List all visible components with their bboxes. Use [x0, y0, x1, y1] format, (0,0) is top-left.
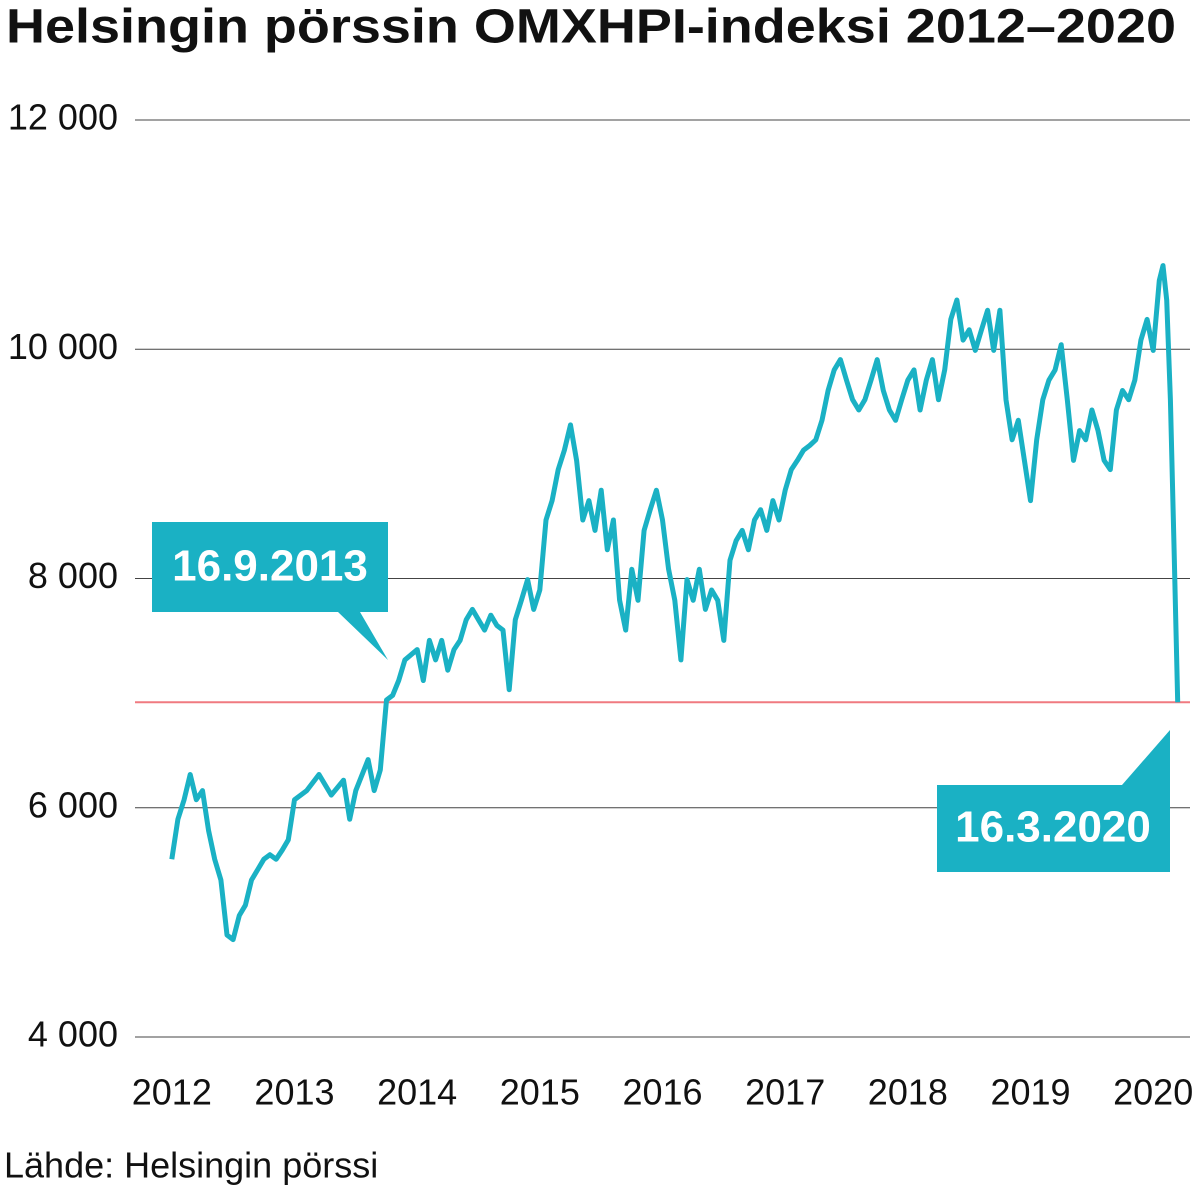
x-tick-label: 2014 [377, 1072, 457, 1113]
x-tick-label: 2020 [1113, 1072, 1193, 1113]
y-tick-label: 8 000 [28, 555, 118, 596]
x-tick-label: 2017 [745, 1072, 825, 1113]
x-tick-label: 2016 [622, 1072, 702, 1113]
annotation: 16.3.2020 [955, 803, 1151, 852]
chart-title: Helsingin pörssin OMXHPI-indeksi 2012–20… [6, 1, 1176, 54]
callout [152, 522, 388, 660]
line-series [169, 263, 1181, 943]
x-tick-label: 2019 [990, 1072, 1070, 1113]
y-tick-label: 4 000 [28, 1014, 118, 1055]
x-tick-label: 2013 [254, 1072, 334, 1113]
source: Lähde: Helsingin pörssi [4, 1145, 378, 1186]
annotation: 16.9.2013 [172, 542, 368, 591]
callout [937, 730, 1170, 872]
x-tick-label: 2018 [868, 1072, 948, 1113]
x-tick-label: 2012 [132, 1072, 212, 1113]
y-tick-label: 6 000 [28, 784, 118, 825]
y-tick-label: 12 000 [8, 97, 118, 138]
x-tick-label: 2015 [500, 1072, 580, 1113]
y-tick-label: 10 000 [8, 326, 118, 367]
